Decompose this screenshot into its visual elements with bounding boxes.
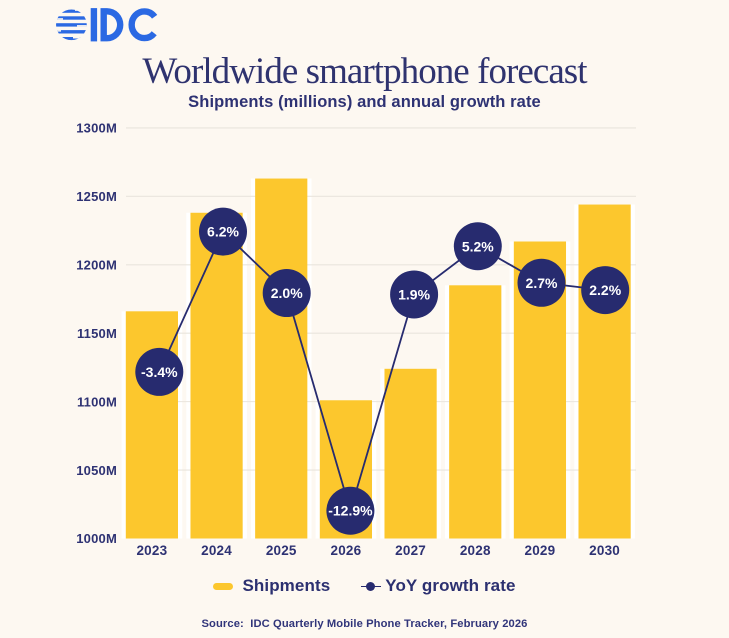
- growth-marker-2029: [517, 258, 566, 307]
- growth-marker-label: -3.4%: [141, 364, 178, 380]
- shipments-bar-2024: [190, 212, 243, 539]
- legend-label-yoy: YoY growth rate: [385, 576, 516, 595]
- growth-marker-2027: [390, 270, 439, 319]
- growth-marker-2030: [581, 266, 630, 315]
- growth-marker-label: 2.0%: [271, 285, 303, 301]
- growth-marker-2023: [135, 347, 184, 396]
- growth-marker-label: -12.9%: [328, 503, 373, 519]
- legend-item-shipments: Shipments: [213, 576, 330, 596]
- growth-marker-label: 5.2%: [462, 238, 494, 254]
- y-tick-label: 1300M: [76, 121, 117, 136]
- y-tick-label: 1050M: [76, 463, 117, 478]
- growth-marker-label: 6.2%: [207, 224, 239, 240]
- x-tick-label: 2029: [524, 543, 555, 558]
- x-tick-label: 2028: [460, 543, 491, 558]
- chart-legend: Shipments YoY growth rate: [0, 576, 729, 596]
- growth-marker-2025: [262, 269, 311, 318]
- x-tick-label: 2030: [589, 543, 620, 558]
- x-tick-label: 2024: [201, 543, 232, 558]
- y-tick-label: 1000M: [76, 531, 117, 546]
- growth-marker-label: 2.2%: [589, 282, 621, 298]
- x-tick-label: 2025: [266, 543, 297, 558]
- legend-label-shipments: Shipments: [242, 576, 331, 595]
- y-tick-label: 1100M: [77, 394, 117, 409]
- source-note: Source: IDC Quarterly Mobile Phone Track…: [201, 617, 528, 630]
- shipments-bar-2023: [125, 311, 178, 539]
- yoy-swatch-icon: [361, 581, 382, 591]
- chart-subtitle: Shipments (millions) and annual growth r…: [188, 93, 541, 111]
- idc-letters: [90, 8, 124, 42]
- shipments-bar-2030: [578, 204, 631, 539]
- shipments-swatch-icon: [213, 582, 234, 590]
- x-tick-label: 2023: [136, 543, 167, 558]
- shipments-bar-2025: [255, 178, 308, 539]
- x-tick-label: 2026: [330, 543, 361, 558]
- growth-marker-2026: [326, 486, 375, 535]
- idc-logo: [56, 8, 161, 42]
- y-tick-label: 1250M: [76, 189, 117, 204]
- growth-marker-2024: [199, 207, 247, 256]
- shipments-bar-2028: [449, 285, 502, 539]
- growth-marker-label: 1.9%: [398, 286, 430, 302]
- y-tick-label: 1200M: [76, 257, 117, 272]
- idc-letter-c: [128, 8, 161, 42]
- shipments-bar-2027: [384, 368, 437, 539]
- legend-item-yoy: YoY growth rate: [361, 576, 515, 596]
- x-tick-label: 2027: [395, 543, 426, 558]
- y-tick-label: 1150M: [77, 326, 117, 341]
- growth-marker-label: 2.7%: [526, 275, 558, 291]
- growth-marker-2028: [453, 222, 502, 271]
- chart-title: Worldwide smartphone forecast: [142, 51, 587, 92]
